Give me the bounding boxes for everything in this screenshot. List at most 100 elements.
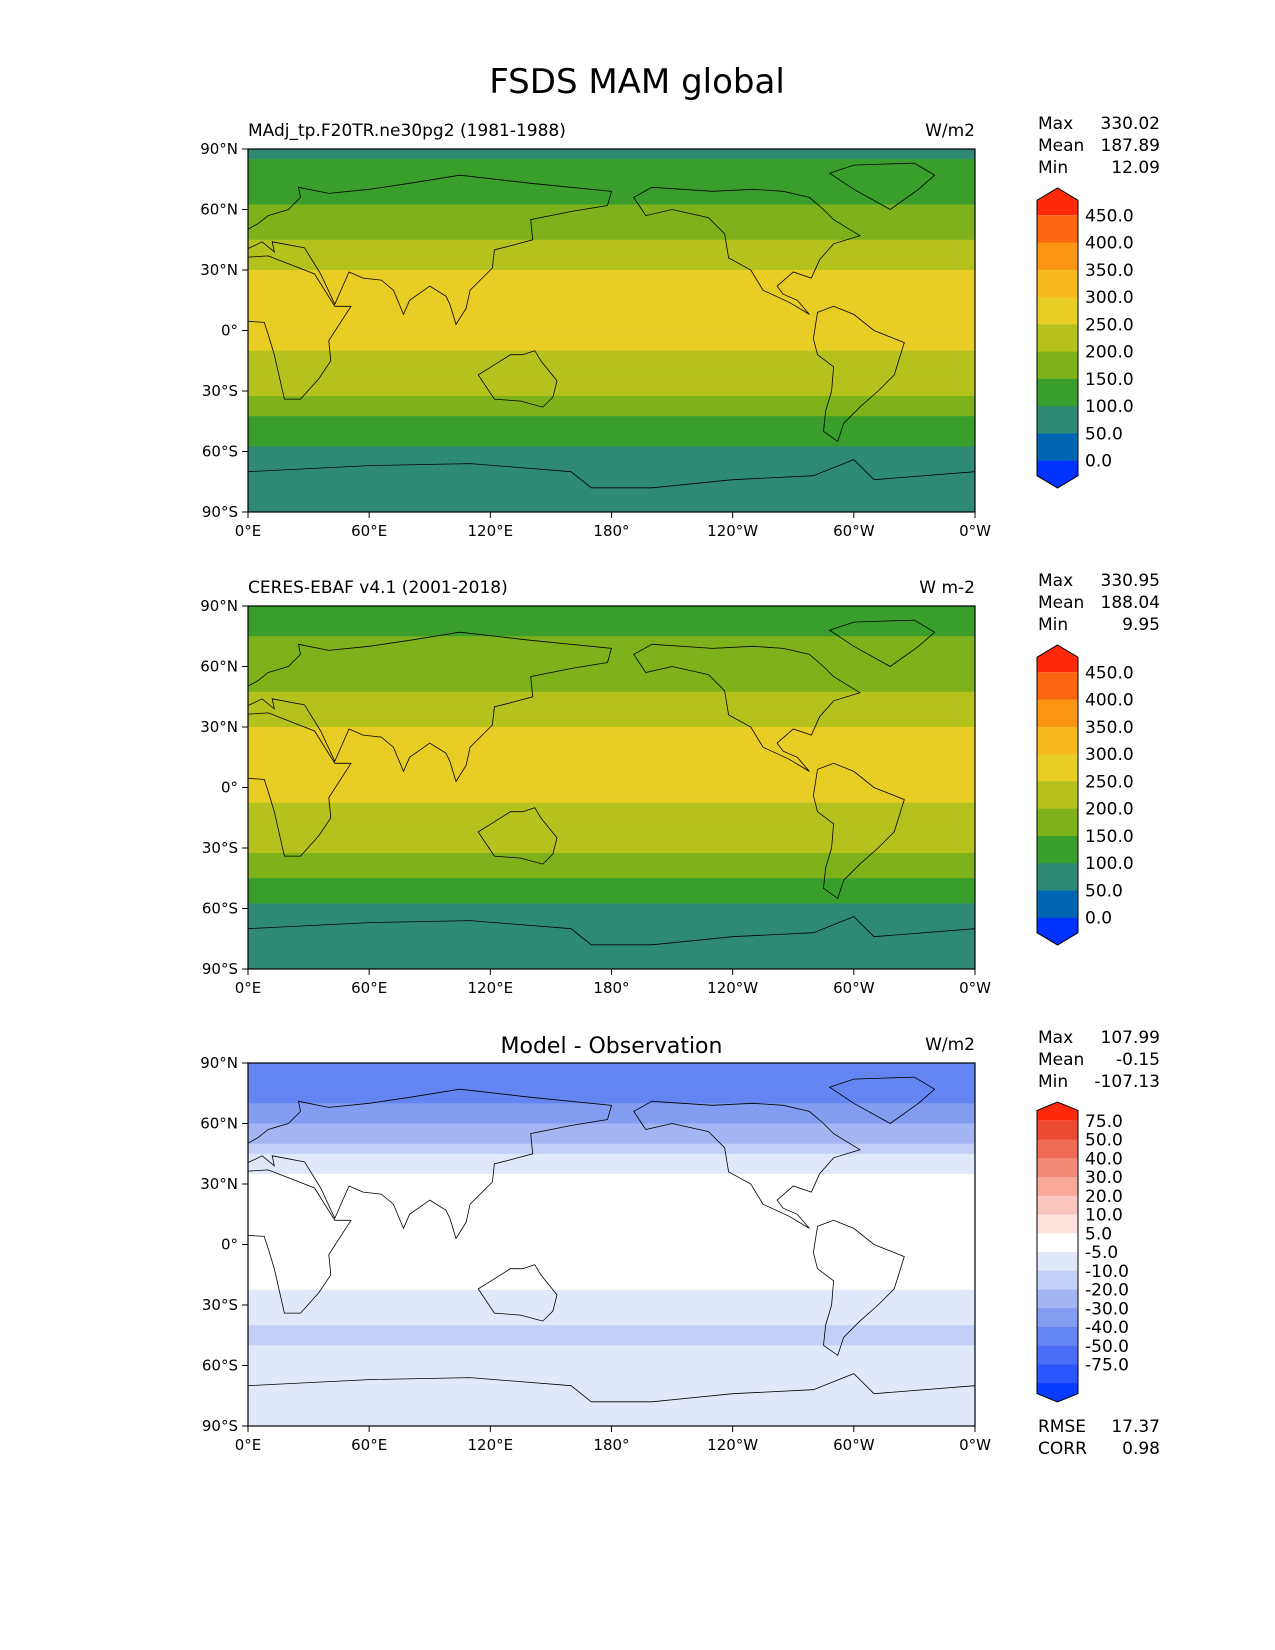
coastline [828, 162, 936, 210]
field-band [248, 340, 975, 347]
colorbar-segment [1037, 1195, 1078, 1215]
colorbar-tick-label: 0.0 [1085, 909, 1112, 929]
field-band [248, 696, 975, 703]
field-band [248, 436, 975, 443]
field-band [248, 431, 975, 437]
colorbar: 450.0 400.0 350.0 300.0 250.0 200.0 150.0 100.0… [1036, 644, 1134, 946]
field-band [248, 1315, 975, 1321]
field-band [248, 164, 975, 170]
coastline [812, 762, 905, 900]
colorbar-segment [1037, 242, 1078, 271]
error-stat-label: RMSE [1038, 1417, 1086, 1437]
field-band [248, 471, 975, 478]
field-band [248, 355, 975, 362]
x-tick-label: 120°W [707, 979, 758, 997]
colorbar-tick-label: 250.0 [1085, 315, 1134, 335]
field-band [248, 1163, 975, 1170]
error-stat-value: 0.98 [1122, 1439, 1160, 1459]
colorbar-segment [1037, 1289, 1078, 1309]
colorbar-tick-label: -40.0 [1085, 1318, 1129, 1338]
colorbar-segment [1037, 917, 1078, 945]
field-band [248, 812, 975, 819]
coastline [248, 712, 352, 857]
field-band [248, 229, 975, 236]
colorbar-tick-label: 5.0 [1085, 1224, 1112, 1244]
field-band [248, 1254, 975, 1261]
y-tick-label: 90°N [200, 1054, 238, 1072]
field-band [248, 330, 975, 337]
field-band [248, 1153, 975, 1160]
y-tick-label: 30°N [200, 1175, 238, 1193]
field-band [248, 903, 975, 910]
field-band [248, 360, 975, 367]
field-band [248, 1289, 975, 1296]
field-band [248, 938, 975, 945]
field-band [248, 747, 975, 753]
field-band [248, 1259, 975, 1266]
x-tick-label: 120°E [468, 522, 514, 540]
x-tick-label: 0°W [959, 1436, 991, 1454]
stat-label: Max [1038, 571, 1073, 591]
field-band [248, 1148, 975, 1155]
field-band [248, 742, 975, 748]
field-band [248, 1360, 975, 1367]
field-band [248, 908, 975, 915]
x-tick-label: 180° [593, 979, 629, 997]
field-band [248, 1380, 975, 1387]
colorbar-tick-label: 150.0 [1085, 827, 1134, 847]
coastline [248, 916, 975, 969]
stat-label: Max [1038, 1028, 1073, 1048]
field-band [248, 958, 975, 965]
colorbar-segment [1037, 1252, 1078, 1272]
colorbar-segment [1037, 1383, 1078, 1402]
y-tick-label: 90°S [202, 1417, 238, 1435]
field-band [248, 1108, 975, 1115]
field-band [248, 772, 975, 779]
field-band [248, 656, 975, 663]
units-label: W/m2 [925, 1035, 975, 1055]
colorbar-segment [1037, 1214, 1078, 1234]
colorbar-segment [1037, 835, 1078, 864]
stat-value: 330.95 [1101, 571, 1160, 591]
y-tick-label: 60°S [202, 1357, 238, 1375]
field-band [248, 893, 975, 900]
field-band [248, 426, 975, 432]
field-band [248, 787, 975, 794]
stat-label: Mean [1038, 136, 1084, 156]
field-band [248, 671, 975, 678]
stat-value: -0.15 [1116, 1050, 1160, 1070]
panel-title-center: Model - Observation [501, 1034, 723, 1059]
field-band [248, 1355, 975, 1362]
field-band [248, 777, 975, 784]
colorbar-segment [1037, 1270, 1078, 1290]
stat-label: Max [1038, 114, 1073, 134]
field-band [248, 219, 975, 226]
colorbar-segment [1037, 1308, 1078, 1328]
field-band [248, 1390, 975, 1397]
colorbar-tick-label: 0.0 [1085, 452, 1112, 472]
field-band [248, 1194, 975, 1200]
x-tick-label: 60°E [351, 522, 387, 540]
colorbar-segment [1037, 324, 1078, 353]
coastline [248, 459, 975, 512]
field-band [248, 1083, 975, 1089]
colorbar-segment [1037, 1102, 1078, 1121]
y-tick-label: 0° [221, 1236, 238, 1254]
coastline [828, 1076, 936, 1124]
field-band [248, 401, 975, 407]
field-band [248, 421, 975, 427]
field-band [248, 621, 975, 627]
stat-label: Min [1038, 158, 1068, 178]
colorbar-tick-label: 300.0 [1085, 745, 1134, 765]
map-field-2 [248, 606, 975, 969]
y-tick-label: 90°N [200, 597, 238, 615]
units-label: W/m2 [925, 121, 975, 141]
field-band [248, 1405, 975, 1412]
colorbar-outline [1036, 644, 1079, 946]
field-band [248, 1209, 975, 1215]
y-tick-label: 0° [221, 779, 238, 797]
field-band [248, 275, 975, 281]
colorbar-segment [1037, 351, 1078, 380]
colorbar-tick-label: 200.0 [1085, 343, 1134, 363]
